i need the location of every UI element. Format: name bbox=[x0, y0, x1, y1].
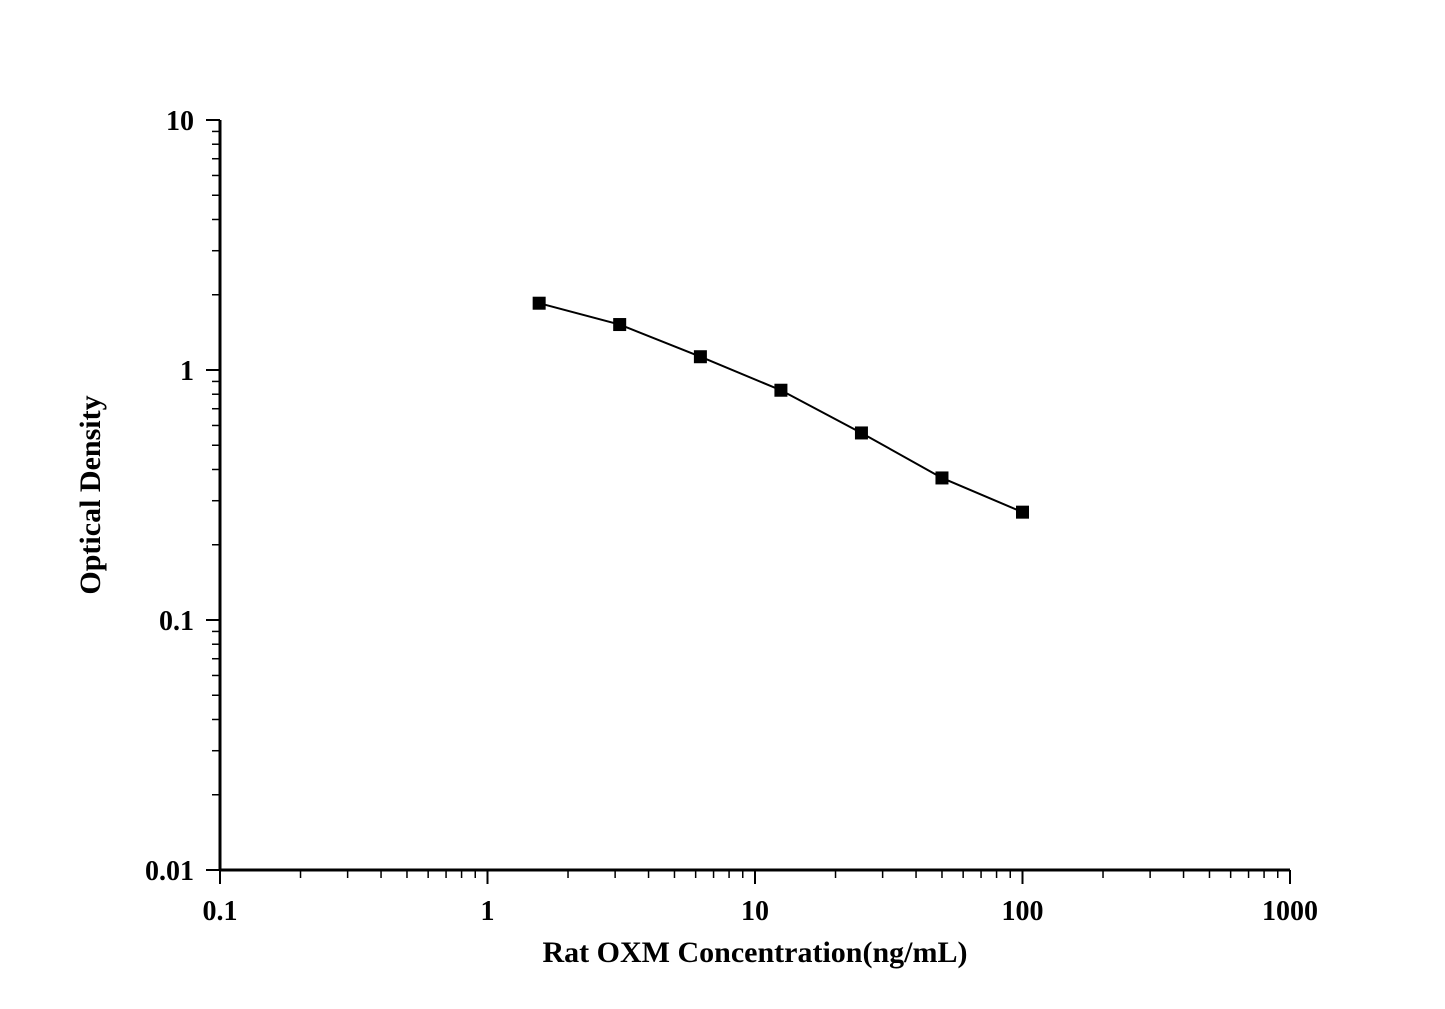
y-axis-label: Optical Density bbox=[74, 395, 107, 594]
chart-container: 0.1 1 10 100 1000 Rat OXM Concentration(ng/mL… bbox=[0, 0, 1445, 1009]
y-tick-label: 0.01 bbox=[145, 856, 194, 887]
x-tick-label: 100 bbox=[1002, 896, 1044, 927]
series-marker bbox=[1017, 506, 1029, 518]
series-marker bbox=[614, 319, 626, 331]
series-marker bbox=[855, 427, 867, 439]
x-tick-label: 1000 bbox=[1262, 896, 1318, 927]
x-axis-label: Rat OXM Concentration(ng/mL) bbox=[543, 936, 968, 969]
x-tick-label: 10 bbox=[741, 896, 769, 927]
x-tick-label: 1 bbox=[481, 896, 495, 927]
chart-svg: 0.1 1 10 100 1000 Rat OXM Concentration(ng/mL… bbox=[0, 0, 1445, 1009]
y-tick-label: 0.1 bbox=[159, 606, 194, 637]
series-marker bbox=[533, 297, 545, 309]
series-marker bbox=[694, 351, 706, 363]
y-tick-label: 1 bbox=[180, 356, 194, 387]
y-tick-label: 10 bbox=[166, 106, 194, 137]
series-marker bbox=[936, 472, 948, 484]
series-marker bbox=[775, 384, 787, 396]
x-tick-label: 0.1 bbox=[203, 896, 238, 927]
